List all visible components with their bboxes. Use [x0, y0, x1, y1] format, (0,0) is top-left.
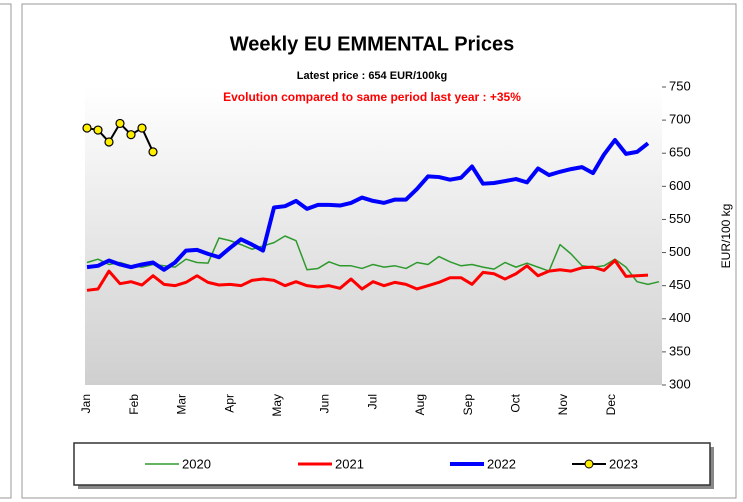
- x-tick-label: Dec: [604, 394, 618, 415]
- chart-title: Weekly EU EMMENTAL Prices: [230, 33, 515, 55]
- x-tick-label: Feb: [127, 394, 141, 415]
- series-line: [86, 259, 649, 292]
- x-tick-label: Jul: [365, 394, 379, 409]
- y-tick-label: 600: [669, 178, 691, 193]
- side-panel: [0, 3, 12, 499]
- y-tick-label: 300: [669, 376, 691, 391]
- point: [93, 125, 103, 135]
- y-tick-label: 400: [669, 310, 691, 325]
- legend-label: 2021: [335, 456, 364, 471]
- y-tick-label: 650: [669, 145, 691, 160]
- x-tick-label: May: [270, 394, 284, 417]
- plot-area: [85, 87, 662, 385]
- series-line: [86, 137, 650, 272]
- y-tick-label: 700: [669, 112, 691, 127]
- x-tick-label: Sep: [461, 394, 475, 416]
- x-tick-label: Oct: [508, 393, 522, 412]
- legend-label: 2023: [609, 456, 638, 471]
- legend-label: 2020: [182, 456, 211, 471]
- x-tick-label: Aug: [413, 394, 427, 415]
- x-tick-label: Mar: [175, 394, 189, 415]
- y-axis-label: EUR/100 kg: [719, 204, 733, 269]
- point: [115, 118, 125, 129]
- y-tick-label: 500: [669, 244, 691, 259]
- y-tick-label: 750: [669, 78, 691, 93]
- y-tick-label: 450: [669, 277, 691, 292]
- x-tick-label: Nov: [556, 394, 570, 415]
- y-tick-label: 350: [669, 343, 691, 358]
- legend-label: 2022: [487, 456, 516, 471]
- point: [82, 123, 92, 133]
- x-tick-label: Jun: [318, 394, 332, 413]
- annotation: Evolution compared to same period last y…: [223, 90, 521, 104]
- legend-marker: [584, 459, 594, 469]
- y-tick-label: 550: [669, 211, 691, 226]
- point: [137, 123, 147, 133]
- subtitle: Latest price : 654 EUR/100kg: [297, 70, 447, 82]
- series-line: [86, 235, 660, 286]
- point: [104, 137, 114, 147]
- x-tick-label: Apr: [222, 394, 236, 413]
- point: [148, 147, 158, 157]
- point: [126, 130, 136, 140]
- x-tick-label: Jan: [79, 394, 93, 413]
